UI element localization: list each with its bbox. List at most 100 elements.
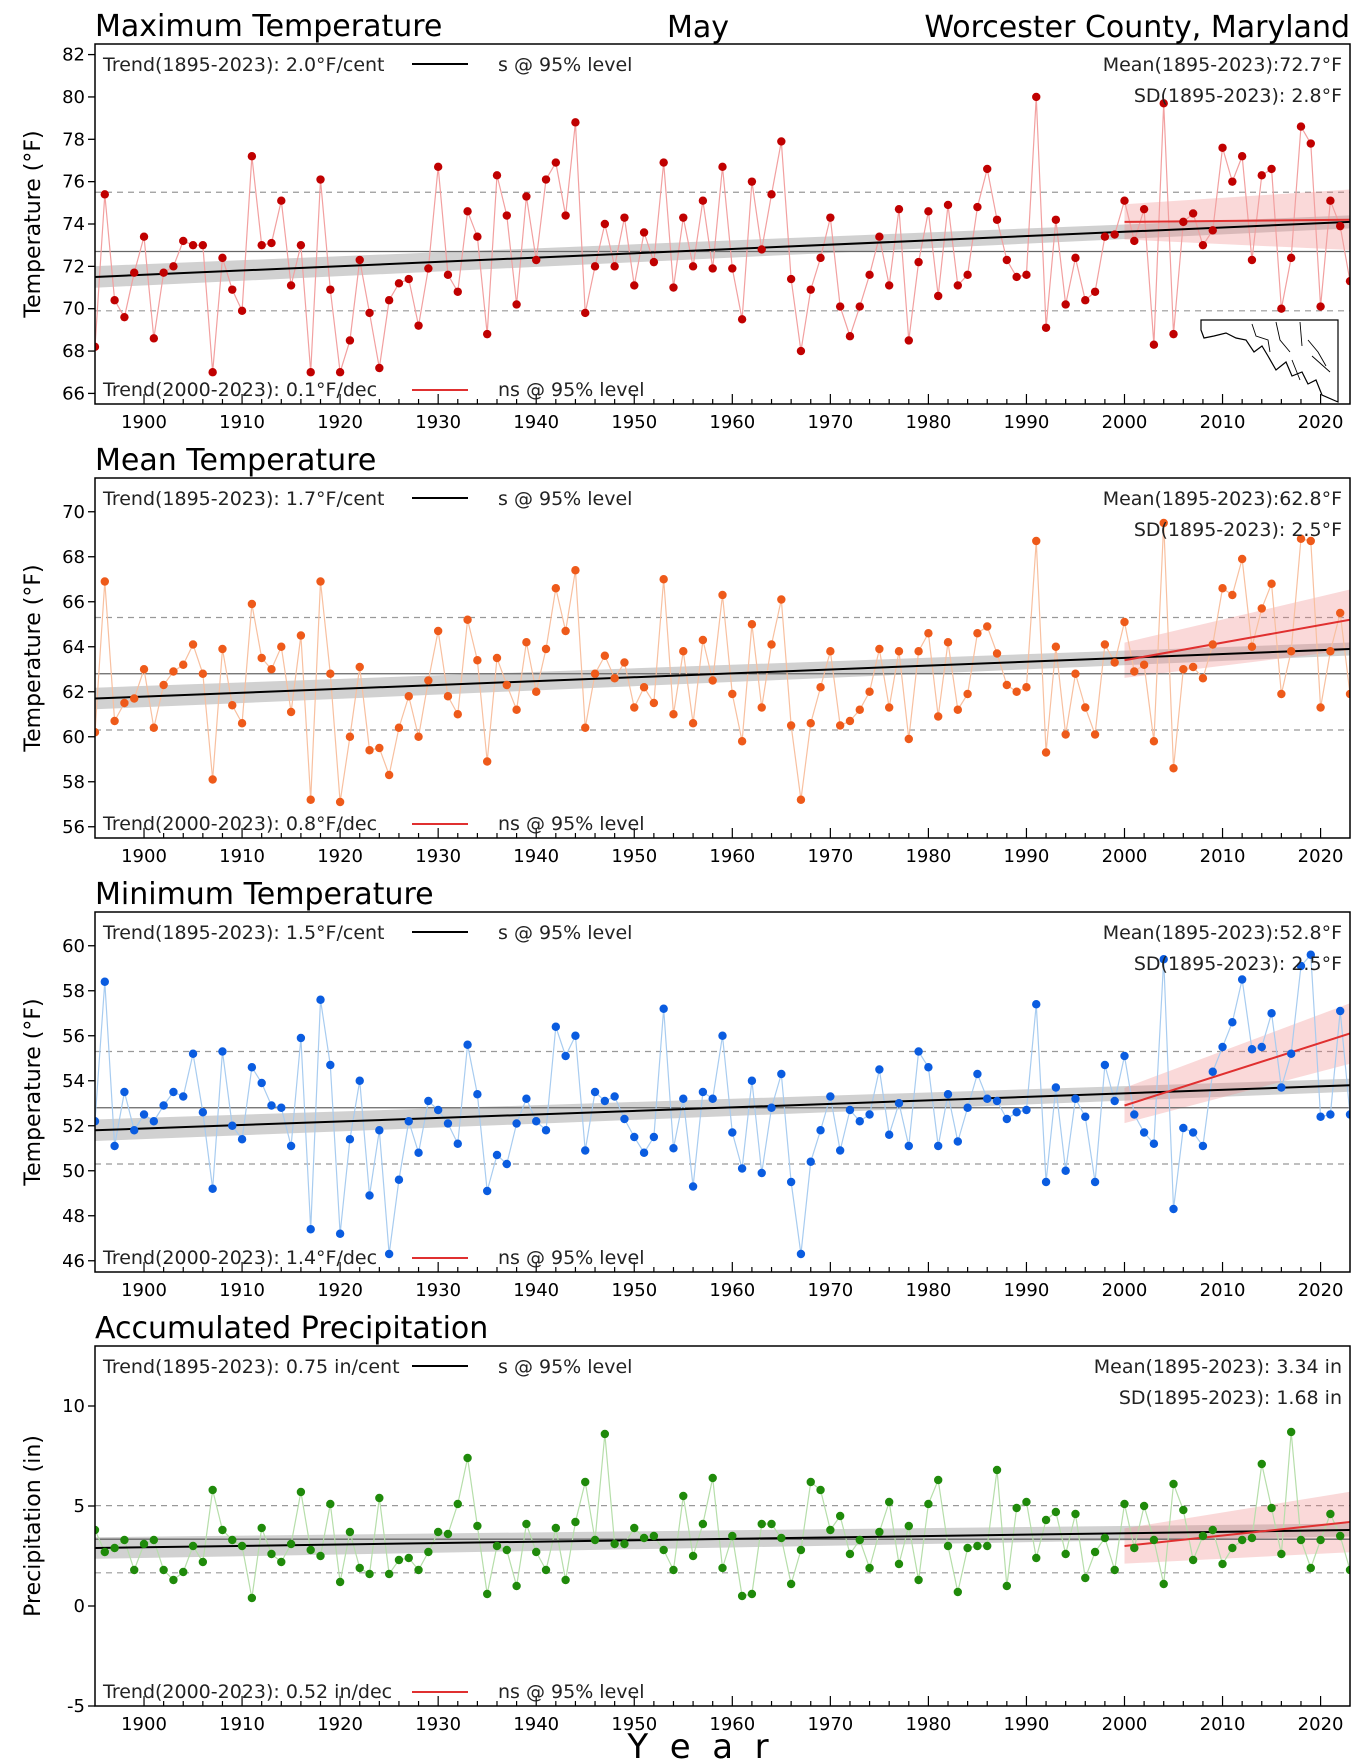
data-point: [1022, 683, 1031, 692]
data-point: [1179, 1123, 1188, 1133]
y-tick-label: 48: [62, 1206, 85, 1227]
data-point: [375, 363, 384, 373]
data-point: [679, 213, 688, 222]
data-point: [492, 653, 502, 663]
data-point: [404, 1117, 413, 1126]
x-tick-label: 1990: [1004, 1714, 1050, 1735]
y-tick-label: 78: [62, 129, 85, 150]
data-point: [159, 1101, 168, 1110]
x-tick-label: 1930: [415, 412, 461, 433]
data-point: [963, 270, 972, 280]
data-point: [482, 329, 492, 339]
data-point: [884, 703, 894, 712]
x-tick-label: 1990: [1004, 412, 1050, 433]
data-point: [1149, 1535, 1159, 1545]
data-point: [943, 200, 953, 210]
data-point: [875, 1065, 884, 1074]
data-point: [179, 1567, 188, 1577]
plot-frame: [94, 477, 1351, 839]
data-point: [120, 1535, 129, 1545]
data-point: [884, 1130, 894, 1139]
data-point: [639, 1533, 649, 1543]
data-point: [286, 707, 296, 717]
data-point: [679, 647, 688, 656]
data-point: [1306, 139, 1315, 148]
data-point: [728, 689, 737, 699]
y-tick-label: 56: [62, 1026, 85, 1047]
data-point: [669, 1565, 678, 1575]
data-point: [835, 302, 845, 311]
data-point: [1061, 1166, 1070, 1175]
data-point: [688, 262, 698, 271]
data-point: [443, 1119, 453, 1128]
data-point: [1149, 737, 1159, 746]
data-point: [384, 296, 394, 305]
data-point: [1041, 1515, 1051, 1525]
x-tick-label: 2010: [1200, 412, 1246, 433]
x-tick-label: 1930: [415, 1280, 461, 1301]
data-point: [267, 238, 276, 248]
data-point: [767, 1519, 776, 1529]
y-tick-label: 60: [62, 936, 85, 957]
x-tick-label: 1900: [121, 1714, 167, 1735]
data-point: [688, 719, 698, 728]
data-point: [1110, 230, 1119, 239]
sd-label: SD(1895-2023): 1.68 in: [1119, 1387, 1342, 1409]
data-point: [433, 1105, 443, 1115]
data-point: [826, 647, 835, 656]
y-tick-label: 46: [62, 1251, 85, 1272]
y-tick-label: 70: [62, 299, 85, 320]
data-point: [924, 207, 933, 216]
data-point: [639, 228, 649, 237]
data-point: [973, 202, 982, 212]
data-point: [1218, 1042, 1227, 1052]
data-point: [149, 1117, 159, 1126]
data-point: [394, 1175, 404, 1184]
location-label: Worcester County, Maryland: [924, 10, 1350, 45]
data-point: [777, 1533, 786, 1543]
data-point: [95, 1525, 100, 1535]
y-tick-label: 70: [62, 502, 85, 523]
recent-trend-line: [1124, 218, 1350, 223]
y-tick-label: 52: [62, 1116, 85, 1137]
y-tick-label: 74: [62, 214, 85, 235]
data-point: [845, 1105, 855, 1115]
data-point: [806, 1477, 815, 1487]
data-point: [718, 590, 727, 600]
data-point: [433, 1527, 443, 1537]
x-tick-label: 1930: [415, 1714, 461, 1735]
data-point: [218, 644, 227, 654]
data-point: [894, 204, 904, 214]
data-point: [826, 1092, 835, 1101]
data-point: [326, 1499, 335, 1509]
data-point: [1090, 730, 1100, 739]
data-point: [924, 1063, 933, 1072]
data-point: [1257, 1459, 1266, 1469]
data-point: [659, 158, 668, 167]
data-point: [120, 698, 129, 708]
data-point: [159, 1565, 168, 1575]
data-point: [414, 1565, 423, 1575]
data-point: [237, 1541, 247, 1551]
y-tick-label: 60: [62, 727, 85, 748]
data-point: [639, 683, 649, 692]
data-point: [561, 626, 570, 636]
data-point: [463, 1040, 472, 1049]
data-point: [345, 336, 355, 345]
data-point: [581, 723, 590, 732]
data-point: [1120, 617, 1129, 627]
data-point: [414, 321, 423, 330]
data-point: [375, 743, 384, 753]
data-point: [179, 1092, 188, 1101]
data-point: [737, 1164, 747, 1173]
data-point: [571, 1517, 580, 1527]
data-point: [649, 698, 659, 708]
y-tick-label: 68: [62, 547, 85, 568]
x-tick-label: 1930: [415, 846, 461, 867]
x-tick-label: 1920: [317, 1280, 363, 1301]
data-point: [630, 281, 639, 290]
data-point: [169, 1087, 178, 1097]
data-point: [1345, 1565, 1350, 1575]
data-point: [1071, 1094, 1080, 1103]
